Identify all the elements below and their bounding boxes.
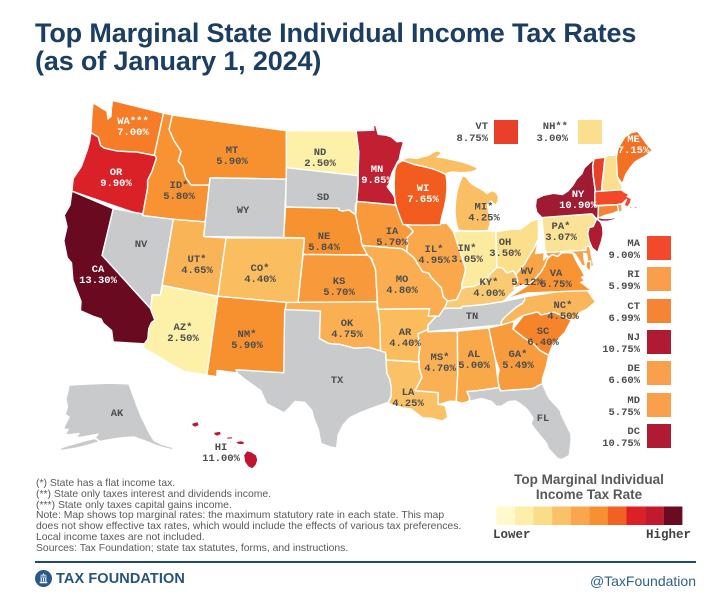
svg-text:NJ: NJ	[627, 332, 640, 344]
svg-text:OH: OH	[499, 237, 512, 249]
svg-text:4.65%: 4.65%	[181, 265, 213, 277]
svg-text:5.00%: 5.00%	[458, 360, 490, 372]
svg-text:5.90%: 5.90%	[216, 156, 248, 168]
svg-text:6.60%: 6.60%	[608, 375, 640, 387]
svg-text:TX: TX	[331, 375, 344, 387]
svg-text:RI: RI	[627, 269, 640, 281]
svg-text:AZ*: AZ*	[174, 322, 193, 334]
svg-text:WI: WI	[417, 183, 430, 195]
svg-text:9.00%: 9.00%	[608, 250, 640, 262]
svg-text:Income Tax Rate: Income Tax Rate	[536, 487, 643, 502]
svg-text:WY: WY	[237, 205, 250, 217]
svg-text:4.25%: 4.25%	[392, 398, 424, 410]
svg-text:4.75%: 4.75%	[331, 329, 363, 341]
svg-text:7.65%: 7.65%	[407, 194, 439, 206]
svg-text:MI*: MI*	[475, 202, 494, 214]
svg-text:IN*: IN*	[458, 243, 477, 255]
svg-text:5.90%: 5.90%	[231, 340, 263, 352]
svg-text:5.80%: 5.80%	[163, 191, 195, 203]
svg-text:DC: DC	[627, 426, 640, 438]
svg-text:DE: DE	[627, 363, 640, 375]
svg-text:5.84%: 5.84%	[308, 242, 340, 254]
svg-text:TN: TN	[466, 311, 479, 323]
svg-text:CT: CT	[627, 301, 640, 313]
svg-text:Top Marginal Individual: Top Marginal Individual	[514, 472, 664, 487]
svg-text:ME: ME	[627, 134, 640, 146]
svg-text:4.40%: 4.40%	[389, 338, 421, 350]
svg-text:2.50%: 2.50%	[167, 333, 199, 345]
svg-text:WV: WV	[521, 266, 534, 278]
svg-text:MO: MO	[396, 274, 409, 286]
svg-text:5.49%: 5.49%	[502, 360, 534, 372]
svg-text:3.50%: 3.50%	[489, 248, 521, 260]
svg-text:8.75%: 8.75%	[456, 133, 488, 145]
svg-text:LA: LA	[402, 387, 415, 399]
svg-text:NH**: NH**	[543, 121, 568, 133]
svg-text:IA: IA	[386, 226, 399, 238]
svg-text:OR: OR	[110, 167, 123, 179]
svg-text:IL*: IL*	[425, 244, 444, 256]
svg-text:5.70%: 5.70%	[376, 237, 408, 249]
svg-text:6.40%: 6.40%	[527, 337, 559, 349]
svg-text:ND: ND	[314, 147, 327, 159]
svg-text:4.95%: 4.95%	[418, 255, 450, 267]
svg-text:AK: AK	[111, 408, 124, 420]
svg-text:7.00%: 7.00%	[117, 127, 149, 139]
svg-text:9.85%: 9.85%	[361, 175, 393, 187]
svg-text:6.99%: 6.99%	[608, 313, 640, 325]
svg-text:VA: VA	[550, 268, 563, 280]
svg-text:NV: NV	[135, 239, 148, 251]
svg-text:4.50%: 4.50%	[547, 311, 579, 323]
svg-text:MS*: MS*	[431, 352, 450, 364]
svg-text:NE: NE	[318, 231, 331, 243]
svg-text:NC*: NC*	[554, 300, 573, 312]
svg-text:SD: SD	[317, 192, 330, 204]
svg-text:2.50%: 2.50%	[304, 158, 336, 170]
svg-text:3.00%: 3.00%	[536, 133, 568, 145]
svg-text:5.75%: 5.75%	[608, 407, 640, 419]
svg-text:NY: NY	[572, 189, 585, 201]
svg-text:AR: AR	[399, 327, 412, 339]
svg-text:PA*: PA*	[552, 221, 571, 233]
svg-text:13.30%: 13.30%	[79, 275, 118, 287]
svg-text:SC: SC	[537, 326, 550, 338]
svg-text:10.75%: 10.75%	[602, 438, 641, 450]
svg-text:MD: MD	[627, 395, 640, 407]
svg-text:FL: FL	[537, 413, 550, 425]
svg-text:4.70%: 4.70%	[424, 363, 456, 375]
svg-text:5.99%: 5.99%	[608, 281, 640, 293]
svg-text:GA*: GA*	[509, 349, 528, 361]
svg-text:MN: MN	[371, 164, 384, 176]
svg-text:7.15%: 7.15%	[618, 145, 650, 157]
svg-text:3.05%: 3.05%	[451, 254, 483, 266]
svg-text:5.12%: 5.12%	[511, 277, 543, 289]
svg-text:MT: MT	[226, 145, 239, 157]
svg-text:HI: HI	[215, 442, 228, 454]
svg-text:4.40%: 4.40%	[244, 274, 276, 286]
svg-text:WA***: WA***	[117, 116, 149, 128]
svg-text:OK: OK	[341, 318, 354, 330]
svg-text:CA: CA	[92, 264, 105, 276]
svg-text:CO*: CO*	[251, 263, 270, 275]
svg-text:10.90%: 10.90%	[559, 200, 598, 212]
svg-text:NM*: NM*	[238, 329, 257, 341]
svg-text:UT*: UT*	[188, 254, 207, 266]
svg-text:Lower: Lower	[493, 528, 531, 542]
svg-text:5.75%: 5.75%	[540, 279, 572, 291]
svg-text:MA: MA	[627, 238, 640, 250]
svg-text:9.90%: 9.90%	[100, 178, 132, 190]
svg-text:4.00%: 4.00%	[473, 288, 505, 300]
svg-text:4.25%: 4.25%	[468, 213, 500, 225]
svg-text:VT: VT	[475, 121, 488, 133]
svg-text:3.07%: 3.07%	[545, 232, 577, 244]
svg-text:KS: KS	[333, 276, 346, 288]
svg-text:Higher: Higher	[646, 528, 691, 542]
svg-text:KY*: KY*	[480, 277, 499, 289]
svg-text:4.80%: 4.80%	[386, 285, 418, 297]
svg-text:AL: AL	[468, 349, 481, 361]
svg-text:ID*: ID*	[170, 180, 189, 192]
svg-text:11.00%: 11.00%	[202, 453, 241, 465]
svg-text:10.75%: 10.75%	[602, 344, 641, 356]
svg-text:5.70%: 5.70%	[323, 287, 355, 299]
